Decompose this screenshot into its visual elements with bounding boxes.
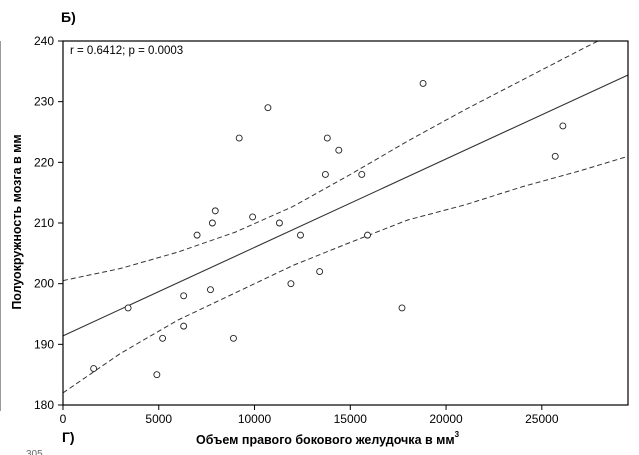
data-point (207, 286, 214, 294)
y-tick-label: 240 (34, 34, 54, 48)
x-axis-label-text: Объем правого бокового желудочка в мм (196, 433, 455, 448)
data-point (193, 231, 201, 239)
y-axis-label: Полуокружность мозга в мм (10, 134, 24, 310)
data-point (264, 104, 272, 112)
y-tick-label: 200 (34, 277, 54, 291)
data-point (358, 171, 366, 178)
y-tick-label: 220 (34, 155, 54, 169)
cropped-edge-line (0, 41, 1, 411)
y-tick-label: 180 (34, 398, 54, 412)
x-tick-label: 10000 (238, 412, 272, 426)
data-point (559, 122, 567, 130)
data-point (316, 268, 324, 275)
data-point (321, 171, 329, 178)
y-tick-label: 210 (34, 216, 54, 230)
correlation-annotation: r = 0.6412; p = 0.0003 (70, 45, 184, 57)
data-point (235, 134, 243, 142)
cropped-text: 305 (26, 449, 43, 455)
x-tick-label: 20000 (429, 412, 463, 426)
plot-frame (62, 40, 629, 406)
confidence-band-upper (63, 41, 600, 282)
data-point (180, 292, 188, 300)
x-tick-label: 15000 (334, 412, 368, 426)
y-tick-label: 230 (34, 95, 54, 109)
data-point (159, 334, 167, 342)
data-point (208, 219, 216, 227)
data-point (323, 134, 331, 142)
data-point (230, 334, 237, 342)
data-point (419, 80, 427, 87)
confidence-band-lower (63, 155, 628, 394)
x-axis-label-superscript: 3 (454, 430, 460, 439)
data-point (287, 280, 295, 288)
data-point (297, 231, 304, 239)
data-point (551, 152, 559, 160)
y-tick-label: 190 (34, 337, 54, 351)
data-point (249, 213, 257, 221)
data-point (180, 322, 188, 330)
x-tick-label: 5000 (145, 412, 172, 426)
x-axis-label: Объем правого бокового желудочка в мм3 (196, 430, 460, 448)
panel-label-bottom: Г) (62, 429, 75, 445)
data-point (364, 231, 371, 239)
regression-line (63, 74, 628, 337)
data-point (335, 146, 343, 154)
data-point (275, 219, 283, 227)
x-tick-label: 0 (60, 412, 67, 426)
panel-label-top: Б) (61, 9, 76, 25)
data-point (398, 304, 406, 312)
data-point (153, 371, 161, 379)
data-point (124, 304, 132, 312)
data-point (211, 207, 219, 215)
data-point (90, 365, 98, 373)
x-tick-label: 25000 (525, 412, 559, 426)
